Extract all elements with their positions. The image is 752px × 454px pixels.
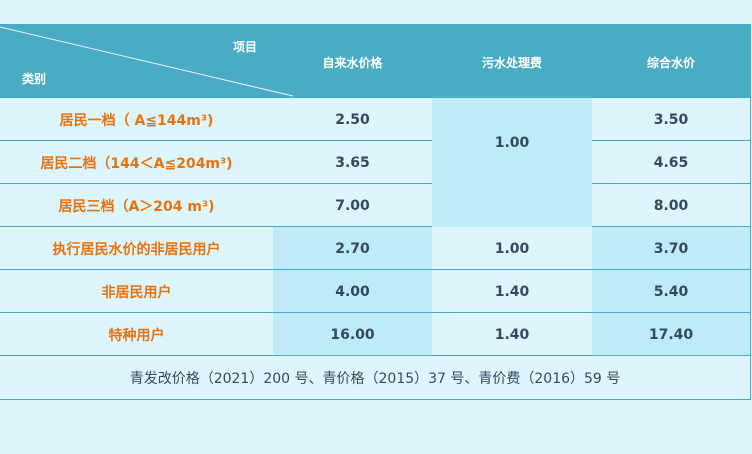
header-corner-category: 类别 — [22, 72, 47, 86]
header-total: 综合水价 — [646, 56, 695, 70]
row-category: 居民三档（A＞204 m³) — [58, 198, 215, 215]
row-tap-price: 7.00 — [335, 197, 370, 214]
row-divider — [0, 140, 432, 141]
row-total-price: 8.00 — [653, 197, 689, 214]
row-category: 执行居民水价的非居民用户 — [52, 241, 221, 258]
row-total-price: 17.40 — [592, 313, 750, 356]
header-corner-item: 项目 — [233, 40, 258, 54]
header-tap-water: 自来水价格 — [322, 56, 383, 70]
row-category: 居民一档（ A≦144m³) — [59, 112, 214, 129]
row-tap-price: 2.50 — [335, 111, 370, 128]
row-sewage-fee: 1.40 — [494, 326, 530, 343]
row-divider — [0, 312, 751, 313]
table-header: 项目 类别 自来水价格 污水处理费 综合水价 — [0, 24, 751, 98]
row-sewage-fee: 1.00 — [494, 240, 530, 257]
row-divider — [592, 140, 751, 141]
row-category: 居民二档（144＜A≦204m³) — [40, 155, 233, 172]
row-divider — [0, 355, 751, 356]
row-divider — [592, 183, 751, 184]
header-sewage: 污水处理费 — [481, 56, 542, 70]
table-footnote: 青发改价格（2021）200 号、青价格（2015）37 号、青价费（2016）… — [129, 370, 621, 387]
row-category: 特种用户 — [108, 327, 165, 344]
row-total-price: 3.70 — [592, 227, 750, 270]
row-divider — [0, 183, 432, 184]
row-tap-price: 16.00 — [273, 313, 432, 356]
row-total-price: 3.50 — [653, 111, 689, 128]
row-tap-price: 2.70 — [273, 227, 432, 270]
sewage-merged-cell: 1.00 — [432, 98, 592, 227]
row-divider — [0, 226, 751, 227]
row-total-price: 4.65 — [653, 154, 689, 171]
row-category: 非居民用户 — [101, 284, 172, 301]
diagonal-divider — [0, 26, 294, 97]
row-divider — [0, 269, 751, 270]
row-sewage-fee: 1.40 — [494, 283, 530, 300]
row-tap-price: 4.00 — [273, 270, 432, 313]
water-price-table: 项目 类别 自来水价格 污水处理费 综合水价 居民一档（ A≦144m³) 2.5… — [0, 24, 751, 400]
row-tap-price: 3.65 — [335, 154, 370, 171]
row-total-price: 5.40 — [592, 270, 750, 313]
